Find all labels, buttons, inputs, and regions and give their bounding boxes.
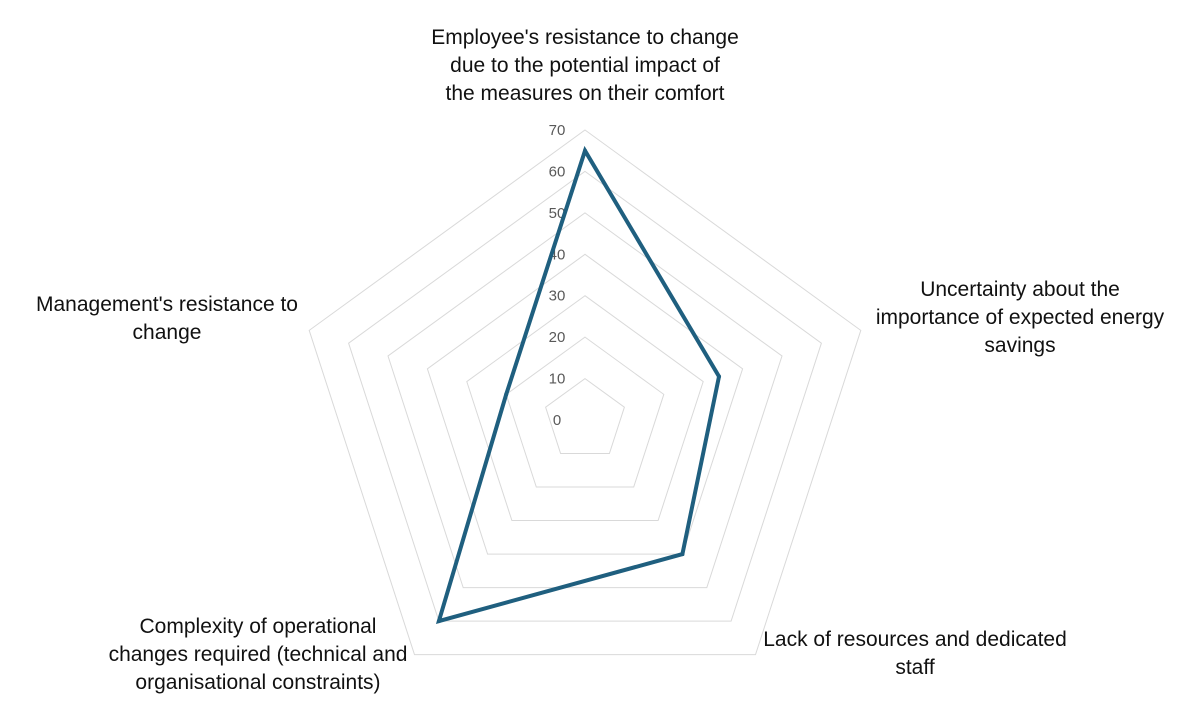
category-label-operational-complexity: Complexity of operational changes requir… [109,613,408,697]
data-point-3 [680,552,685,557]
tick-label-50: 50 [549,205,566,222]
category-label-line: Management's resistance to [36,293,298,316]
category-label-line: changes required (technical and [108,643,408,666]
series-layer [435,145,722,624]
grid-ring-10 [545,377,625,454]
category-label-line: organisational constraints) [135,671,381,694]
tick-label-60: 60 [549,163,566,180]
category-label-line: Complexity of operational [139,615,377,638]
category-label-line: staff [895,656,935,679]
category-label-line: Uncertainty about the [920,278,1120,301]
category-label-line: importance of expected energy [875,306,1165,329]
tick-label-30: 30 [549,288,566,305]
category-label-employee-resistance: Employee's resistance to change due to t… [431,24,739,108]
category-label-line: due to the potential impact of [450,54,720,77]
category-label-line: Employee's resistance to change [431,26,739,49]
category-label-line: the measures on their comfort [445,82,725,105]
grid-ring-70 [308,129,862,656]
category-label-management-resistance: Management's resistance to change [36,291,298,347]
data-point-4 [436,619,441,624]
tick-label-20: 20 [549,329,566,346]
grid-ring-20 [505,336,665,488]
tick-label-70: 70 [549,122,566,139]
grid-ring-60 [348,170,822,622]
radar-grid [308,129,862,656]
tick-label-0: 0 [553,412,561,429]
tick-label-10: 10 [549,371,566,388]
grid-ring-40 [426,253,744,555]
category-label-uncertainty-savings: Uncertainty about the importance of expe… [876,276,1164,360]
data-point-5 [504,392,509,397]
category-label-line: savings [984,334,1056,357]
category-label-line: change [132,321,202,344]
data-point-1 [583,148,587,153]
grid-ring-30 [466,295,704,521]
category-label-line: Lack of resources and dedicated [763,628,1067,651]
series-line-1 [435,145,722,624]
category-label-lack-of-resources: Lack of resources and dedicated staff [763,626,1067,682]
data-point-2 [717,374,721,379]
grid-ring-50 [387,212,783,589]
